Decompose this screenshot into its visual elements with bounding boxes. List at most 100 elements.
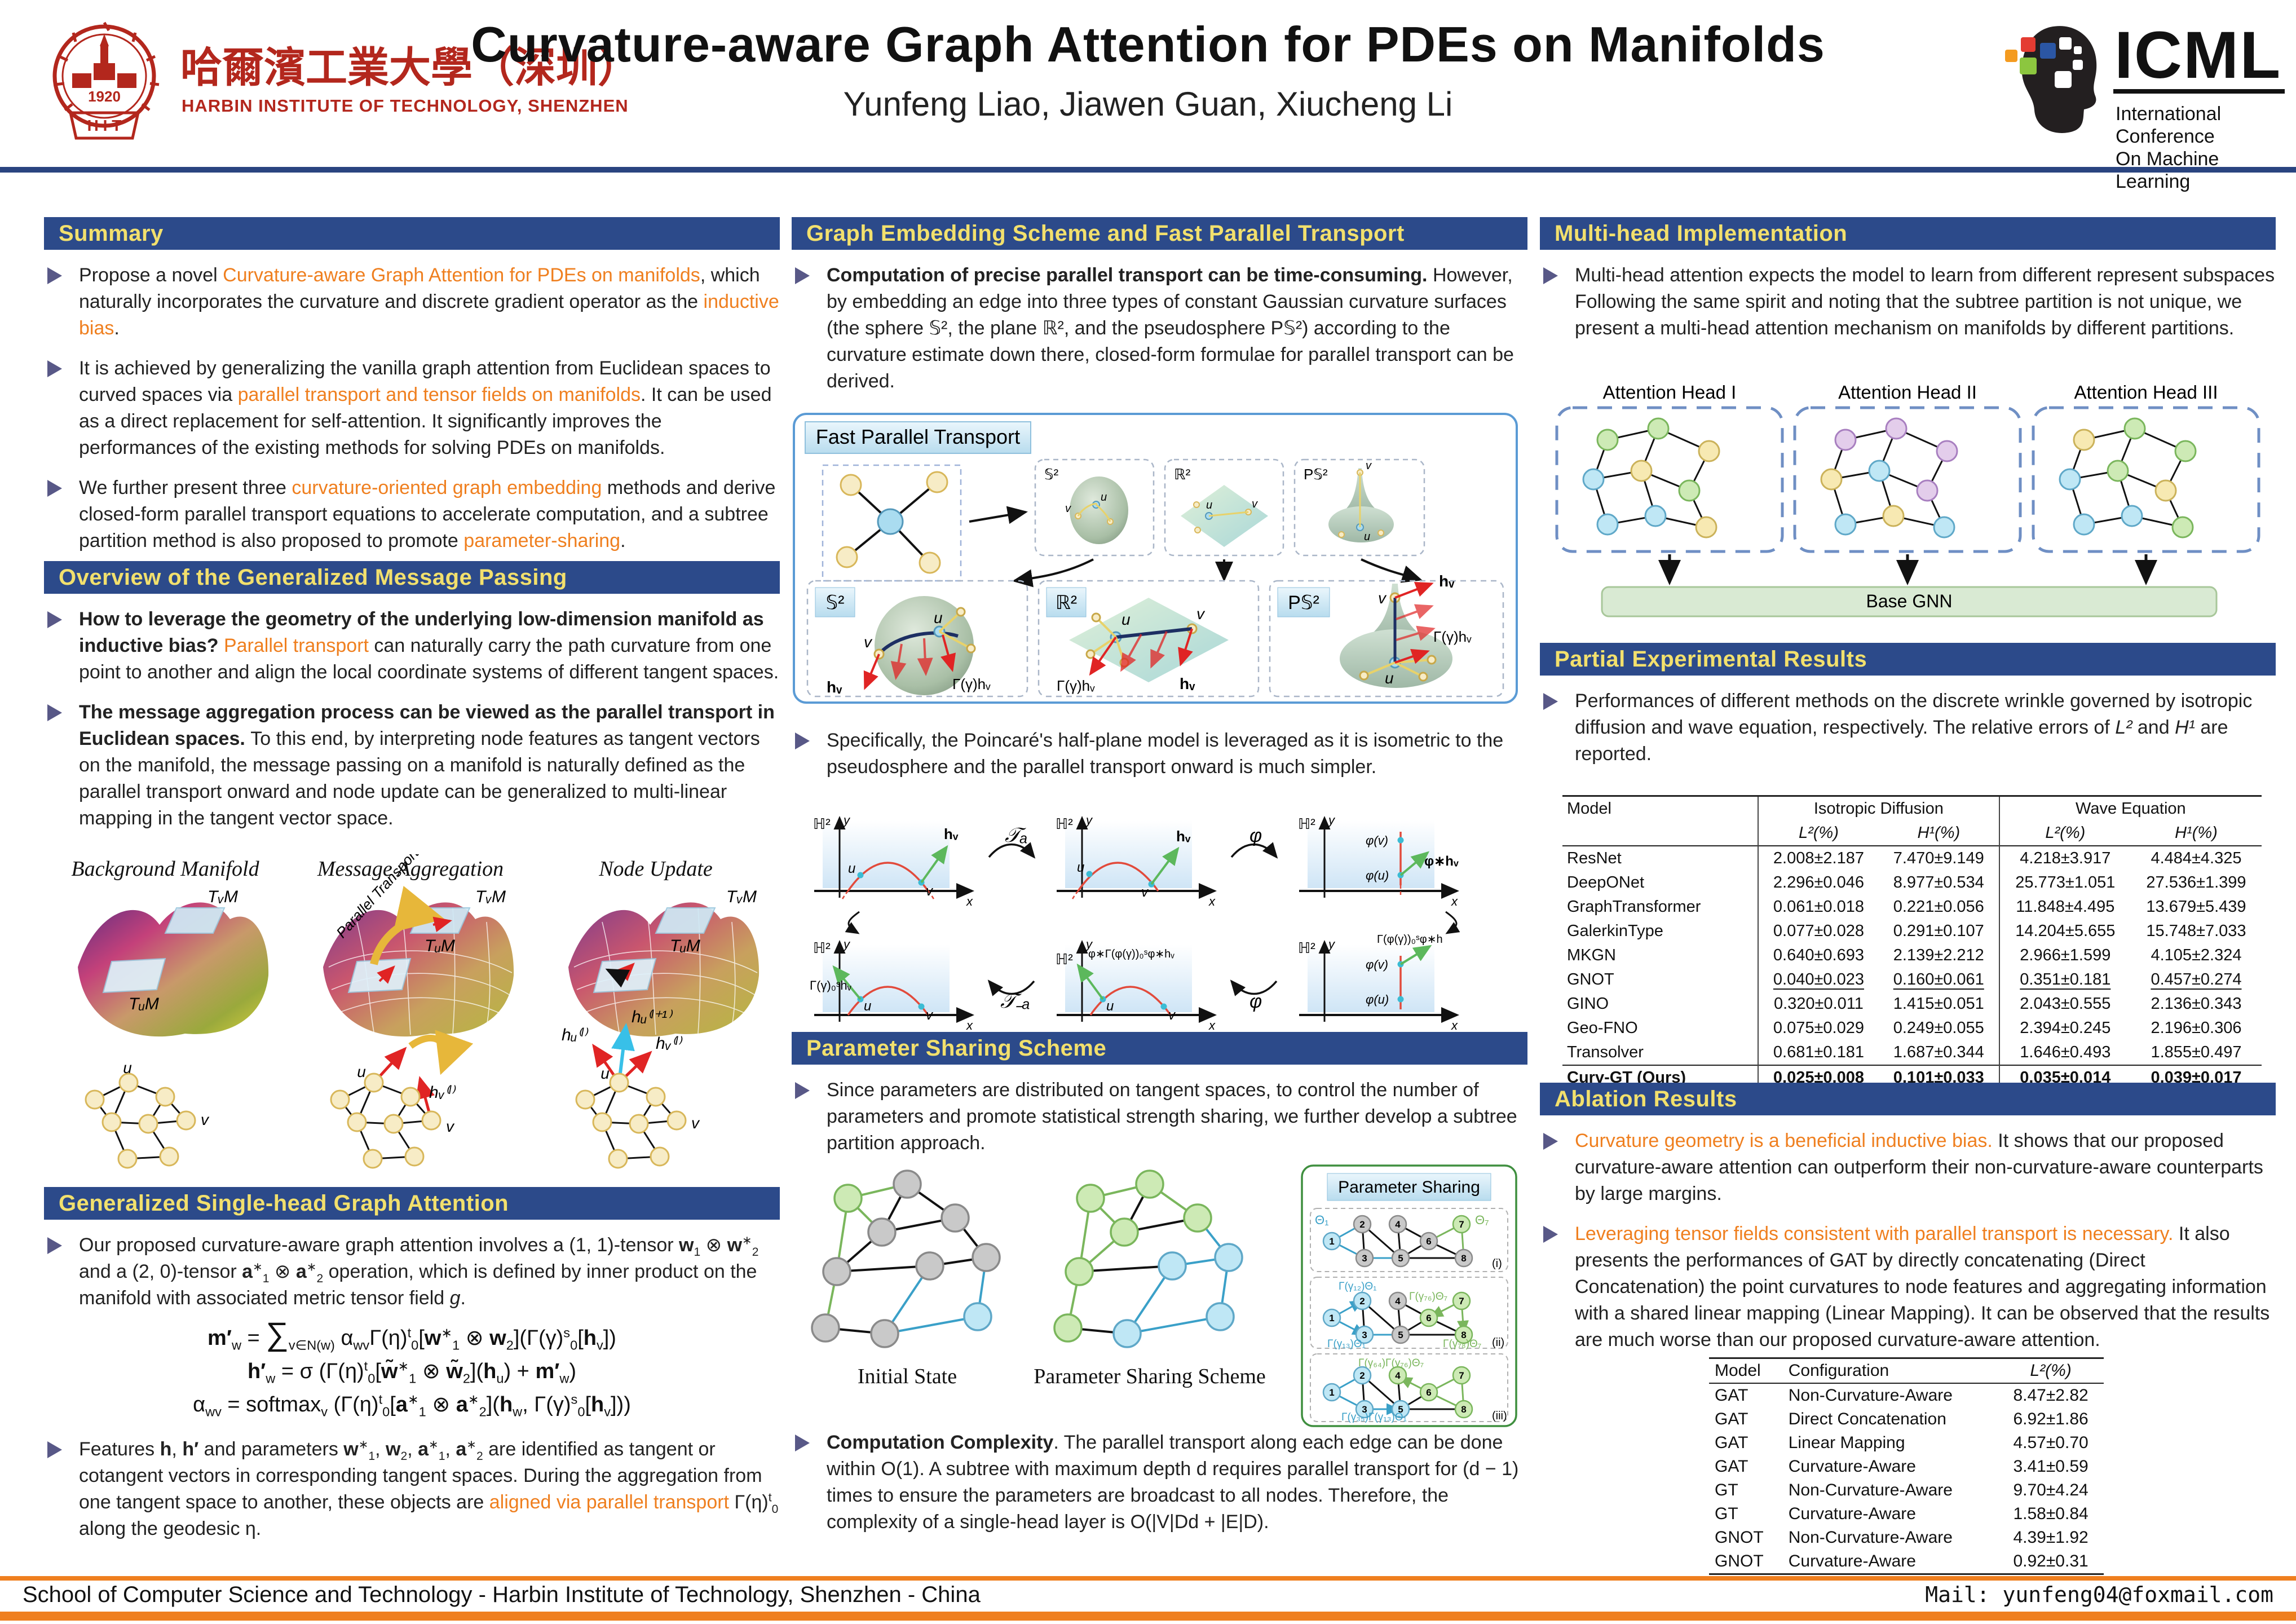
multihead-figure-svg: Attention Head I Attention Head II Atten… <box>1555 382 2260 617</box>
axis-x-label: x <box>966 894 973 908</box>
half-plane-label: ℍ² <box>1056 815 1073 832</box>
bullet-arrow-icon <box>1543 267 1558 284</box>
bullet-arrow-icon <box>795 732 810 749</box>
base-gnn-label: Base GNN <box>1866 591 1953 611</box>
fpt-small-sphere-panel: 𝕊² v u <box>1034 458 1155 557</box>
node-6: 6 <box>1426 1236 1431 1247</box>
section-summary-title: Summary <box>59 221 164 246</box>
poincare-panel-6: ℍ² y x Γ(φ(γ))₀ˢφ∗h φ(v) φ(u) <box>1298 933 1459 1032</box>
plane-big-label: ℝ² <box>1056 592 1077 614</box>
node-8: 8 <box>1461 1253 1466 1264</box>
poincare-bullet-1-text: Specifically, the Poincaré's half-plane … <box>827 730 1504 778</box>
tangent-space-v-label: TᵥM <box>726 888 757 906</box>
summary-bullet-3-text: We further present three curvature-orien… <box>79 477 776 551</box>
node-v-label: v <box>1366 460 1372 472</box>
half-plane-label: ℍ² <box>1056 951 1073 968</box>
complexity-bullet-1: Computation Complexity. The parallel tra… <box>792 1429 1527 1535</box>
bullet-arrow-icon <box>47 267 62 284</box>
embedding-bullet-1-text: Computation of precise parallel transpor… <box>827 264 1514 392</box>
hit-name-chinese: 哈爾濱工業大學（深圳） <box>180 45 639 91</box>
node-8: 8 <box>1461 1330 1466 1340</box>
half-plane-label: ℍ² <box>1298 815 1315 832</box>
vector-transported-label: Γ(γ)hᵥ <box>1057 677 1095 694</box>
node-3: 3 <box>1362 1404 1367 1415</box>
node-u-label: u <box>1385 669 1394 687</box>
results-row-geofno: Geo-FNO 0.075±0.029 0.249±0.055 2.394±0.… <box>1562 1016 2262 1040</box>
ablation-row-7: GNOT Non-Curvature-Aware 4.39±1.92 <box>1715 1528 2089 1547</box>
axis-y-label: y <box>842 813 851 827</box>
results-row-resnet: ResNet 2.008±2.187 7.470±9.149 4.218±3.9… <box>1562 846 2262 871</box>
bullet-arrow-icon <box>47 1237 62 1254</box>
poincare-panel-5: ℍ² y x φ∗Γ(φ(γ))₀ˢφ∗hᵥ u v <box>1056 937 1217 1032</box>
axis-y-label: y <box>1327 937 1336 951</box>
section-summary: Summary <box>44 217 780 250</box>
node-3: 3 <box>1362 1330 1367 1340</box>
gamma64-label: Γ(γ₆₄)Γ(γ₇₆)Θ₇ <box>1358 1357 1424 1369</box>
results-row-graphtransformer: GraphTransformer 0.061±0.018 0.221±0.056… <box>1562 895 2262 919</box>
ablation-row-5: GT Non-Curvature-Aware 9.70±4.24 <box>1715 1481 2089 1499</box>
tangent-space-u-label: TᵤM <box>129 995 159 1013</box>
node-2: 2 <box>1359 1370 1365 1381</box>
results-bullet-1-text: Performances of different methods on the… <box>1575 690 2253 765</box>
figure-caption-message-aggregation: Message Aggregation <box>317 857 504 881</box>
icml-logo: ICML International Conference On Machine… <box>2001 17 2285 192</box>
message-passing-figure-svg: Background Manifold Message Aggregation … <box>71 844 760 1169</box>
parameter-sharing-panel: Parameter Sharing <box>1301 1164 1517 1427</box>
axis-y-label: y <box>1327 813 1336 827</box>
node-6: 6 <box>1426 1387 1431 1398</box>
attention-head-2-label: Attention Head II <box>1838 382 1977 403</box>
axis-x-label: x <box>1451 894 1458 908</box>
bullet-arrow-icon <box>47 360 62 377</box>
overview-bullet-2: The message aggregation process can be v… <box>44 699 780 832</box>
node-1: 1 <box>1329 1387 1334 1398</box>
results-col-h1: H¹(%) <box>2175 824 2218 842</box>
vector-hv-label: hᵥ <box>1439 572 1455 590</box>
attention-head-1-graph <box>1555 406 1784 553</box>
ablation-table-wrap: Model Configuration L²(%) GAT Non-Curvat… <box>1540 1357 2276 1575</box>
results-table-wrap: Model Isotropic Diffusion Wave Equation … <box>1540 795 2276 1092</box>
node-u-label: u <box>357 1063 366 1080</box>
isometry-map-label: φ <box>1249 825 1262 846</box>
summary-bullet-3: We further present three curvature-orien… <box>44 475 780 554</box>
results-col-l2: L²(%) <box>1998 821 2131 846</box>
overview-bullet-1-text: How to leverage the geometry of the unde… <box>79 608 779 683</box>
phi-star-hv-label: φ∗hᵥ <box>1424 854 1459 869</box>
summary-bullet-1: Propose a novel Curvature-aware Graph At… <box>44 262 780 342</box>
figure-caption-node-update: Node Update <box>598 857 713 881</box>
ablation-row-2: GAT Direct Concatenation 6.92±1.86 <box>1715 1410 2089 1428</box>
icml-subtitle-line2: On Machine Learning <box>2116 148 2219 192</box>
step-ii-label: (ii) <box>1492 1336 1504 1349</box>
equation-attention: αwv = softmaxv (Γ(η)t0[a∗1 ⊗ a∗2](hw, Γ(… <box>193 1392 631 1419</box>
graph-panel-2: u v hᵥ⁽ˡ⁾ <box>330 1030 474 1169</box>
node-u-label: u <box>1106 999 1114 1014</box>
results-col-model: Model <box>1567 800 1611 818</box>
section-parameter-sharing: Parameter Sharing Scheme <box>792 1032 1527 1065</box>
parameter-sharing-panel-title: Parameter Sharing <box>1338 1178 1480 1197</box>
graph-embedding-content: Computation of precise parallel transpor… <box>792 262 1527 408</box>
sharing-bullet-1-text: Since parameters are distributed on tang… <box>827 1079 1517 1154</box>
translation-inverse-label: 𝒯₋ₐ <box>1000 989 1030 1012</box>
gamma76-label: Γ(γ₇₆)Θ₇ <box>1409 1291 1447 1303</box>
complexity-content: Computation Complexity. The parallel tra… <box>792 1429 1527 1549</box>
translation-map-label: 𝒯ₐ <box>1005 823 1027 846</box>
icml-subtitle-line1: International Conference <box>2116 103 2222 147</box>
fpt-big-pseudosphere-panel: P𝕊² <box>1269 572 1504 698</box>
ablation-content: Curvature geometry is a beneficial induc… <box>1540 1128 2276 1367</box>
attention-bullet-1: Our proposed curvature-aware graph atten… <box>44 1232 780 1312</box>
multihead-bullet-1-text: Multi-head attention expects the model t… <box>1575 264 2275 339</box>
attention-head-3-label: Attention Head III <box>2074 382 2218 403</box>
overview-bullet-2-text: The message aggregation process can be v… <box>79 701 775 829</box>
feature-hv-label: hᵥ⁽ˡ⁾ <box>656 1034 683 1053</box>
ablation-row-4: GAT Curvature-Aware 3.41±0.59 <box>1715 1457 2089 1476</box>
multihead-figure: Attention Head I Attention Head II Atten… <box>1540 381 2276 629</box>
tangent-space-v-label: TᵥM <box>207 888 238 906</box>
sharing-step-ii: Γ(γ₁₂)Θ₁ Γ(γ₇₆)Θ₇ <box>1310 1277 1508 1350</box>
fpt-figure-svg: Fast Parallel Transport <box>793 413 1518 704</box>
results-col-h1: H¹(%) <box>1917 824 1961 842</box>
footer-bottom-rule <box>0 1612 2296 1621</box>
axis-x-label: x <box>1451 1018 1458 1032</box>
node-1: 1 <box>1329 1313 1334 1323</box>
complexity-bullet-1-text: Computation Complexity. The parallel tra… <box>827 1432 1519 1533</box>
node-u-label: u <box>601 1065 610 1082</box>
